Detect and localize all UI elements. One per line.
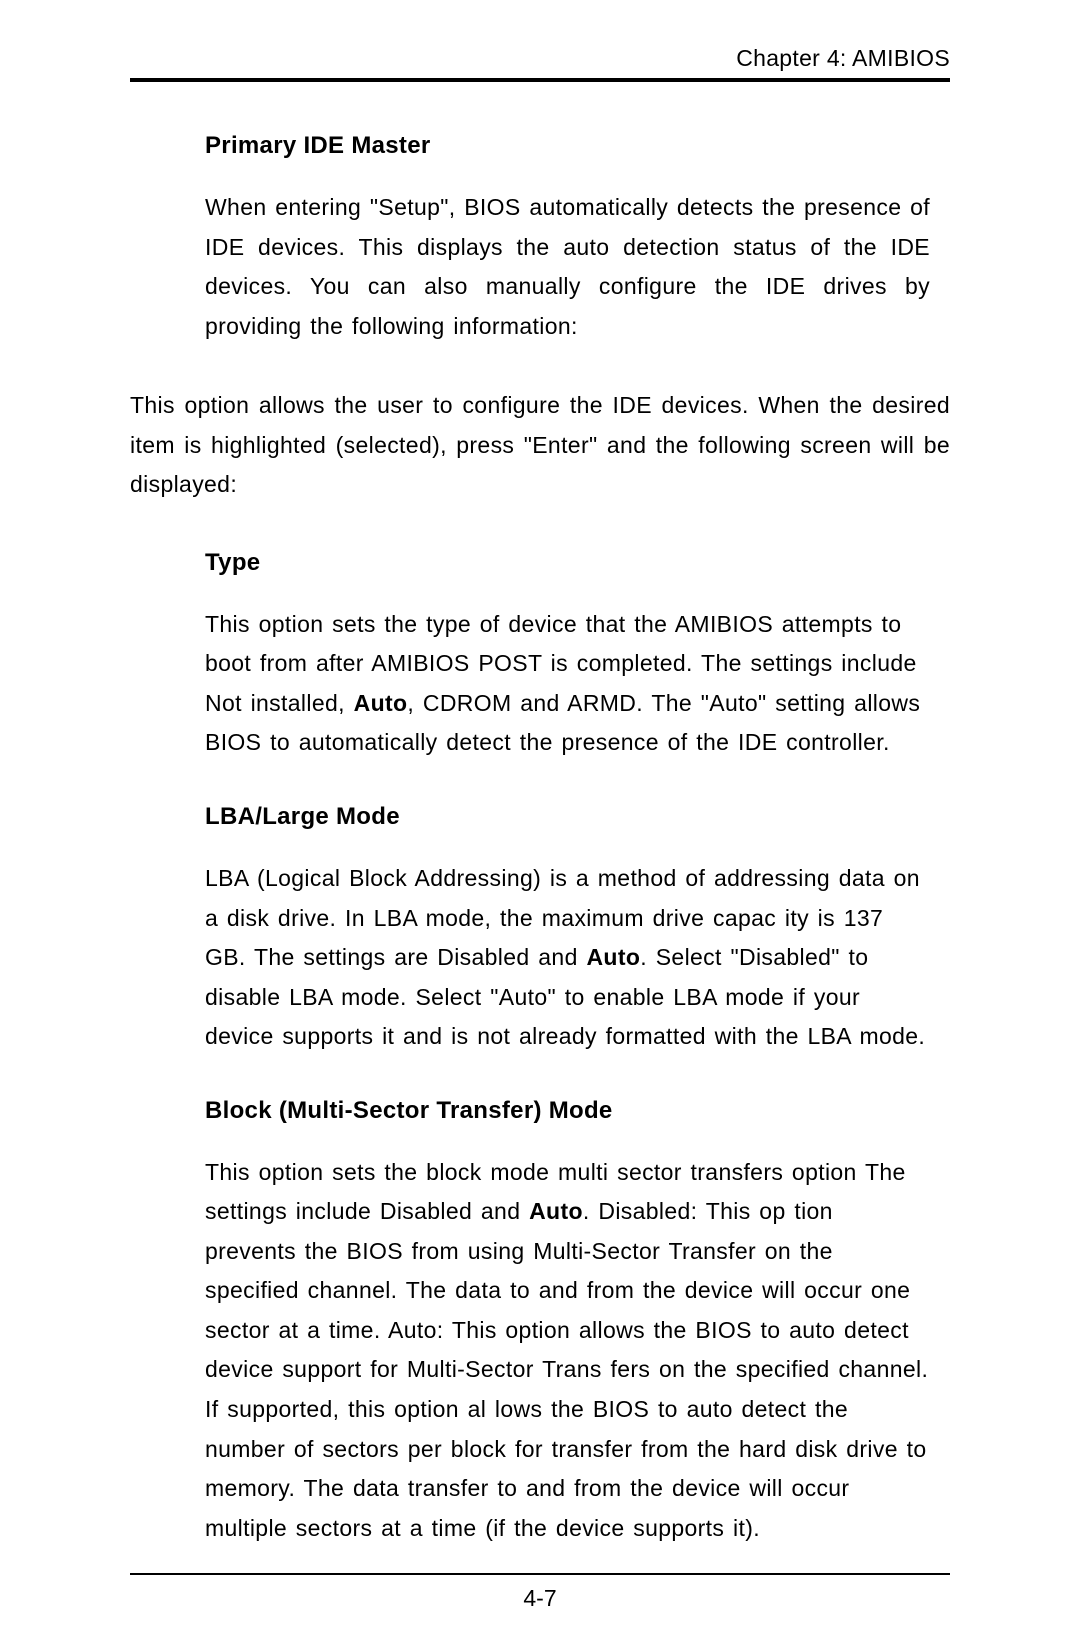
running-header: Chapter 4: AMIBIOS: [130, 45, 950, 72]
section-lba: LBA/Large Mode LBA (Logical Block Addres…: [205, 803, 930, 1057]
heading-lba: LBA/Large Mode: [205, 803, 930, 831]
body-lba-bold: Auto: [586, 944, 640, 970]
page-number: 4-7: [0, 1585, 1080, 1612]
intro-paragraph: This option allows the user to configure…: [130, 386, 950, 505]
body-block: This option sets the block mode multi se…: [205, 1153, 930, 1548]
section-primary: Primary IDE Master When entering "Setup"…: [205, 132, 930, 346]
page: Chapter 4: AMIBIOS Primary IDE Master Wh…: [0, 0, 1080, 1650]
body-type-bold: Auto: [354, 690, 408, 716]
heading-block: Block (Multi-Sector Transfer) Mode: [205, 1097, 930, 1125]
section-block: Block (Multi-Sector Transfer) Mode This …: [205, 1097, 930, 1548]
body-lba: LBA (Logical Block Addressing) is a meth…: [205, 859, 930, 1057]
section-type: Type This option sets the type of device…: [205, 549, 930, 763]
heading-type: Type: [205, 549, 930, 577]
top-rule: [130, 78, 950, 82]
body-type: This option sets the type of device that…: [205, 605, 930, 763]
body-primary: When entering "Setup", BIOS automaticall…: [205, 188, 930, 346]
body-block-post: . Disabled: This op tion prevents the BI…: [205, 1198, 928, 1540]
body-block-bold: Auto: [529, 1198, 583, 1224]
bottom-rule: [130, 1573, 950, 1575]
heading-primary: Primary IDE Master: [205, 132, 930, 160]
